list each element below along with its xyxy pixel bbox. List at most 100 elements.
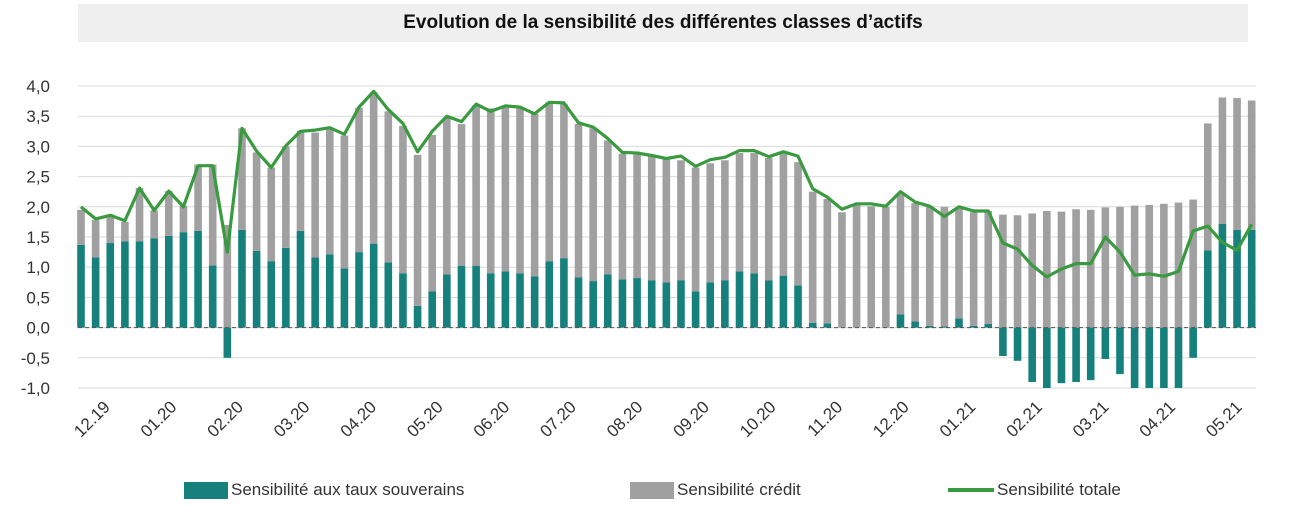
bar-credit — [808, 191, 817, 323]
bar-credit — [677, 160, 685, 281]
bar-sovereign — [1072, 327, 1080, 382]
x-tick-label: 05.21 — [1202, 397, 1246, 441]
bar-credit — [589, 128, 597, 282]
bar-sovereign — [486, 273, 495, 328]
y-tick-label: 2,5 — [26, 168, 50, 187]
bar-sovereign — [1057, 327, 1066, 384]
bar-credit — [355, 107, 363, 253]
bar-sovereign — [311, 257, 319, 328]
bar-sovereign — [443, 274, 451, 328]
bar-credit — [1043, 211, 1051, 328]
bar-sovereign — [999, 327, 1007, 356]
bar-credit — [150, 210, 158, 239]
x-tick-label: 08.20 — [603, 397, 647, 441]
bar-sovereign — [574, 277, 583, 328]
bar-sovereign — [238, 229, 246, 328]
bar-sovereign — [501, 271, 510, 328]
bar-sovereign — [150, 238, 158, 328]
bar-sovereign — [1174, 327, 1183, 388]
bar-sovereign — [135, 241, 144, 328]
bar-sovereign — [1116, 327, 1124, 375]
bar-credit — [560, 104, 568, 259]
bar-credit — [1174, 202, 1183, 328]
y-tick-label: -1,0 — [21, 379, 50, 398]
bar-sovereign — [984, 323, 993, 328]
bar-sovereign — [633, 278, 641, 328]
bar-credit — [1028, 213, 1036, 328]
bar-sovereign — [896, 314, 905, 328]
legend-label-sovereign: Sensibilité aux taux souverains — [231, 480, 465, 499]
bar-sovereign — [779, 275, 788, 328]
bar-sovereign — [1160, 327, 1168, 388]
bar-credit — [1160, 203, 1168, 328]
bar-credit — [764, 157, 773, 281]
bar-credit — [823, 198, 832, 324]
bar-credit — [896, 194, 905, 315]
x-tick-label: 01.20 — [137, 397, 181, 441]
bar-sovereign — [179, 232, 188, 328]
bar-credit — [750, 153, 758, 274]
bar-credit — [1203, 123, 1212, 251]
bar-credit — [486, 108, 495, 274]
bar-sovereign — [735, 271, 744, 328]
x-tick-label: 12.20 — [869, 397, 913, 441]
bar-sovereign — [691, 291, 700, 328]
bar-sovereign — [208, 265, 217, 328]
bar-sovereign — [794, 285, 802, 328]
bar-credit — [940, 206, 949, 327]
legend-label-credit: Sensibilité crédit — [677, 480, 801, 499]
bar-credit — [399, 125, 407, 274]
bar-credit — [794, 162, 802, 286]
y-tick-label: 3,0 — [26, 137, 50, 156]
x-tick-label: 03.20 — [270, 397, 314, 441]
bar-credit — [969, 212, 978, 326]
bar-sovereign — [647, 280, 656, 328]
bar-credit — [223, 224, 232, 328]
bar-sovereign — [1013, 327, 1022, 361]
bar-credit — [662, 158, 671, 283]
legend-swatch-total — [948, 488, 994, 492]
bar-sovereign — [340, 268, 349, 328]
chart-title: Evolution de la sensibilité des différen… — [403, 12, 923, 33]
bar-credit — [428, 134, 437, 292]
bar-credit — [1072, 209, 1080, 328]
bar-credit — [1145, 204, 1154, 328]
bar-sovereign — [662, 282, 671, 328]
y-tick-label: 1,5 — [26, 228, 50, 247]
bar-credit — [501, 107, 510, 272]
x-tick-label: 03.21 — [1069, 397, 1113, 441]
bar-credit — [340, 135, 349, 269]
bar-sovereign — [457, 265, 466, 328]
bar-sovereign — [282, 247, 290, 328]
bar-sovereign — [164, 235, 173, 328]
bar-sovereign — [589, 281, 597, 328]
bar-credit — [999, 214, 1007, 328]
x-tick-label: 04.21 — [1136, 397, 1180, 441]
bar-sovereign — [428, 291, 437, 328]
bar-sovereign — [252, 250, 261, 328]
bar-credit — [106, 214, 115, 244]
bar-credit — [1086, 209, 1095, 328]
bar-sovereign — [267, 261, 276, 328]
bar-sovereign — [1101, 327, 1110, 360]
x-tick-label: 11.20 — [804, 397, 847, 440]
bar-sovereign — [355, 252, 363, 328]
x-tick-label: 05.20 — [403, 397, 447, 441]
bar-credit — [852, 203, 861, 328]
bar-sovereign — [1086, 327, 1095, 381]
bar-credit — [1013, 215, 1022, 328]
bar-credit — [121, 221, 129, 242]
legend-swatch-credit — [630, 481, 674, 499]
legend-item-total: Sensibilité totale — [948, 478, 1121, 502]
bar-credit — [925, 206, 934, 326]
bar-credit — [779, 153, 788, 276]
bar-credit — [984, 211, 993, 324]
bar-credit — [77, 209, 85, 245]
bar-sovereign — [472, 265, 480, 328]
bar-sovereign — [1028, 327, 1036, 382]
bar-credit — [311, 132, 319, 258]
y-tick-label: 1,0 — [26, 258, 50, 277]
bar-sovereign — [618, 279, 627, 328]
bar-credit — [164, 191, 173, 236]
